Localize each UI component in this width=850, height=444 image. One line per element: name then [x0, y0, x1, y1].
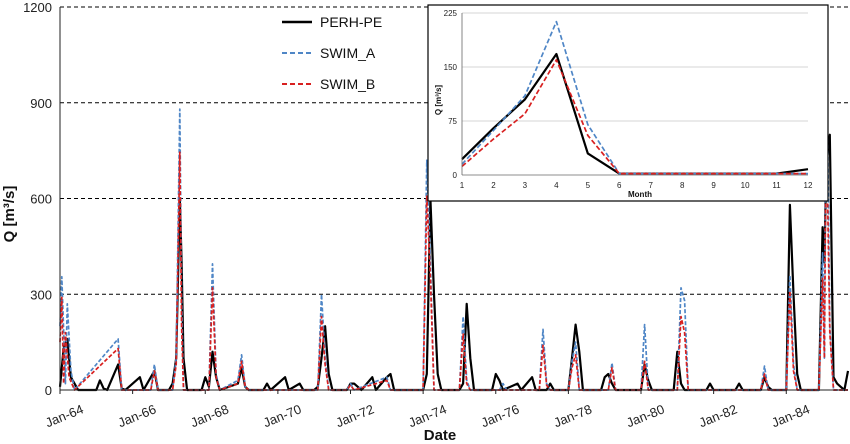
inset-y-tick-label: 225	[444, 9, 458, 18]
main-axes	[59, 7, 848, 391]
main-y-tick-label: 300	[30, 287, 52, 302]
main-x-tick-label: Jan-64	[43, 401, 85, 430]
inset-x-tick-label: 10	[741, 181, 750, 190]
inset-x-tick-label: 4	[554, 181, 559, 190]
main-y-tick-label: 0	[45, 383, 52, 398]
main-y-axis-title: Q [m³/s]	[1, 186, 18, 243]
inset-x-tick-label: 2	[491, 181, 496, 190]
legend-label: SWIM_B	[320, 76, 375, 92]
main-x-tick-label: Jan-70	[261, 401, 303, 430]
inset-x-tick-label: 11	[772, 181, 781, 190]
inset-x-tick-label: 7	[649, 181, 654, 190]
main-x-tick-labels: Jan-64 Jan-66 Jan-68 Jan-70 Jan-72 Jan-74 Jan-…	[43, 390, 812, 430]
main-x-tick-label: Jan-76	[479, 401, 521, 430]
inset-x-tick-label: 8	[680, 181, 685, 190]
inset-x-tick-label: 9	[711, 181, 716, 190]
main-x-tick-label: Jan-78	[551, 401, 593, 430]
inset-x-tick-label: 6	[617, 181, 622, 190]
main-x-tick-label: Jan-80	[624, 401, 666, 430]
inset-x-tick-label: 12	[804, 181, 813, 190]
inset-series-swim-a	[461, 20, 808, 175]
inset-y-tick-label: 0	[453, 171, 458, 180]
main-y-tick-labels: 0 300 600 900 1200	[23, 0, 52, 398]
inset-series-lines	[461, 20, 809, 175]
main-x-tick-label: Jan-84	[769, 401, 811, 430]
main-x-tick-label: Jan-82	[697, 401, 739, 430]
inset-x-tick-labels: 1 2 3 4 5 6 7 8 9 10 11 12	[460, 181, 813, 190]
main-x-axis-title: Date	[424, 427, 457, 444]
main-x-tick-label: Jan-72	[334, 401, 376, 430]
inset-y-axis-title: Q [m³/s]	[434, 85, 443, 116]
inset-y-tick-labels: 0 75 150 225	[444, 9, 458, 180]
inset-series-swim-b	[461, 58, 808, 175]
main-x-tick-label: Jan-68	[188, 401, 230, 430]
legend: PERH-PE SWIM_A SWIM_B	[282, 14, 382, 92]
inset-x-tick-label: 3	[523, 181, 528, 190]
inset-frame	[427, 4, 829, 202]
legend-label: PERH-PE	[320, 14, 382, 30]
legend-label: SWIM_A	[320, 45, 376, 61]
inset-y-tick-label: 150	[444, 63, 458, 72]
main-y-tick-label: 600	[30, 192, 52, 207]
inset-gridlines	[462, 12, 808, 122]
main-x-tick-label: Jan-66	[116, 401, 158, 430]
main-series-swim-a	[59, 7, 848, 391]
inset-x-axis-title: Month	[628, 190, 652, 199]
main-y-tick-label: 900	[30, 96, 52, 111]
main-x-tick-label: Jan-74	[406, 401, 448, 430]
main-series-perh-pe	[58, 133, 850, 392]
inset-x-tick-label: 5	[586, 181, 591, 190]
inset-x-tick-label: 1	[460, 181, 465, 190]
inset-y-tick-label: 75	[448, 117, 457, 126]
main-y-tick-label: 1200	[23, 0, 52, 15]
